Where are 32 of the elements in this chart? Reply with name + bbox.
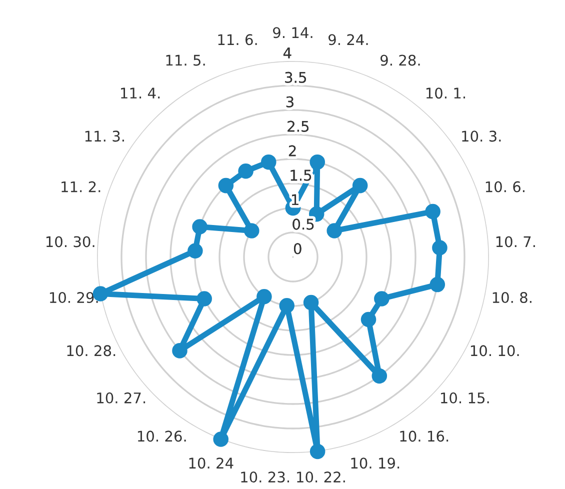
spoke-label: 10. 28.	[67, 345, 116, 356]
y-tick-label: 0.5	[292, 218, 314, 230]
spoke-label: 11. 6.	[218, 34, 257, 46]
spoke-label: 10. 22.	[297, 472, 345, 483]
spoke-label: 10. 30.	[46, 236, 94, 248]
y-tick-label: 0	[294, 243, 302, 254]
y-tick-label: 3	[286, 96, 294, 108]
spoke-label: 9. 24.	[328, 34, 368, 46]
spoke-label: 10. 1.	[426, 88, 466, 99]
spoke-label: 10. 6.	[486, 181, 524, 192]
spoke-label: 10. 16.	[400, 430, 448, 442]
spoke-label: 9. 28.	[380, 54, 420, 66]
spoke-label: 11. 5.	[166, 54, 205, 66]
spoke-label: 10. 10.	[470, 345, 519, 356]
spoke-label: 11. 4.	[121, 88, 160, 98]
y-tick-label: 4	[283, 48, 292, 58]
spoke-label: 10. 26.	[138, 430, 186, 442]
spoke-label: 10. 24	[189, 458, 234, 469]
spoke-label: 11. 2.	[62, 181, 100, 192]
spoke-label: 10. 8.	[492, 292, 532, 304]
spoke-label: 9. 14.	[273, 27, 312, 38]
spoke-label: 10. 7.	[496, 236, 535, 248]
spoke-label: 10. 23.	[241, 472, 289, 483]
y-tick-label: 3.5	[285, 72, 306, 83]
spoke-label: 10. 27.	[97, 392, 146, 404]
spoke-label: 10. 15.	[440, 392, 489, 404]
y-tick-label: 2.5	[288, 120, 309, 132]
spoke-label: 10. 19.	[351, 458, 400, 469]
y-tick-label: 1	[292, 194, 298, 206]
spoke-label: 11. 3.	[85, 130, 124, 142]
y-tick-label: 2	[288, 145, 296, 156]
spoke-label: 10. 3.	[462, 130, 501, 142]
